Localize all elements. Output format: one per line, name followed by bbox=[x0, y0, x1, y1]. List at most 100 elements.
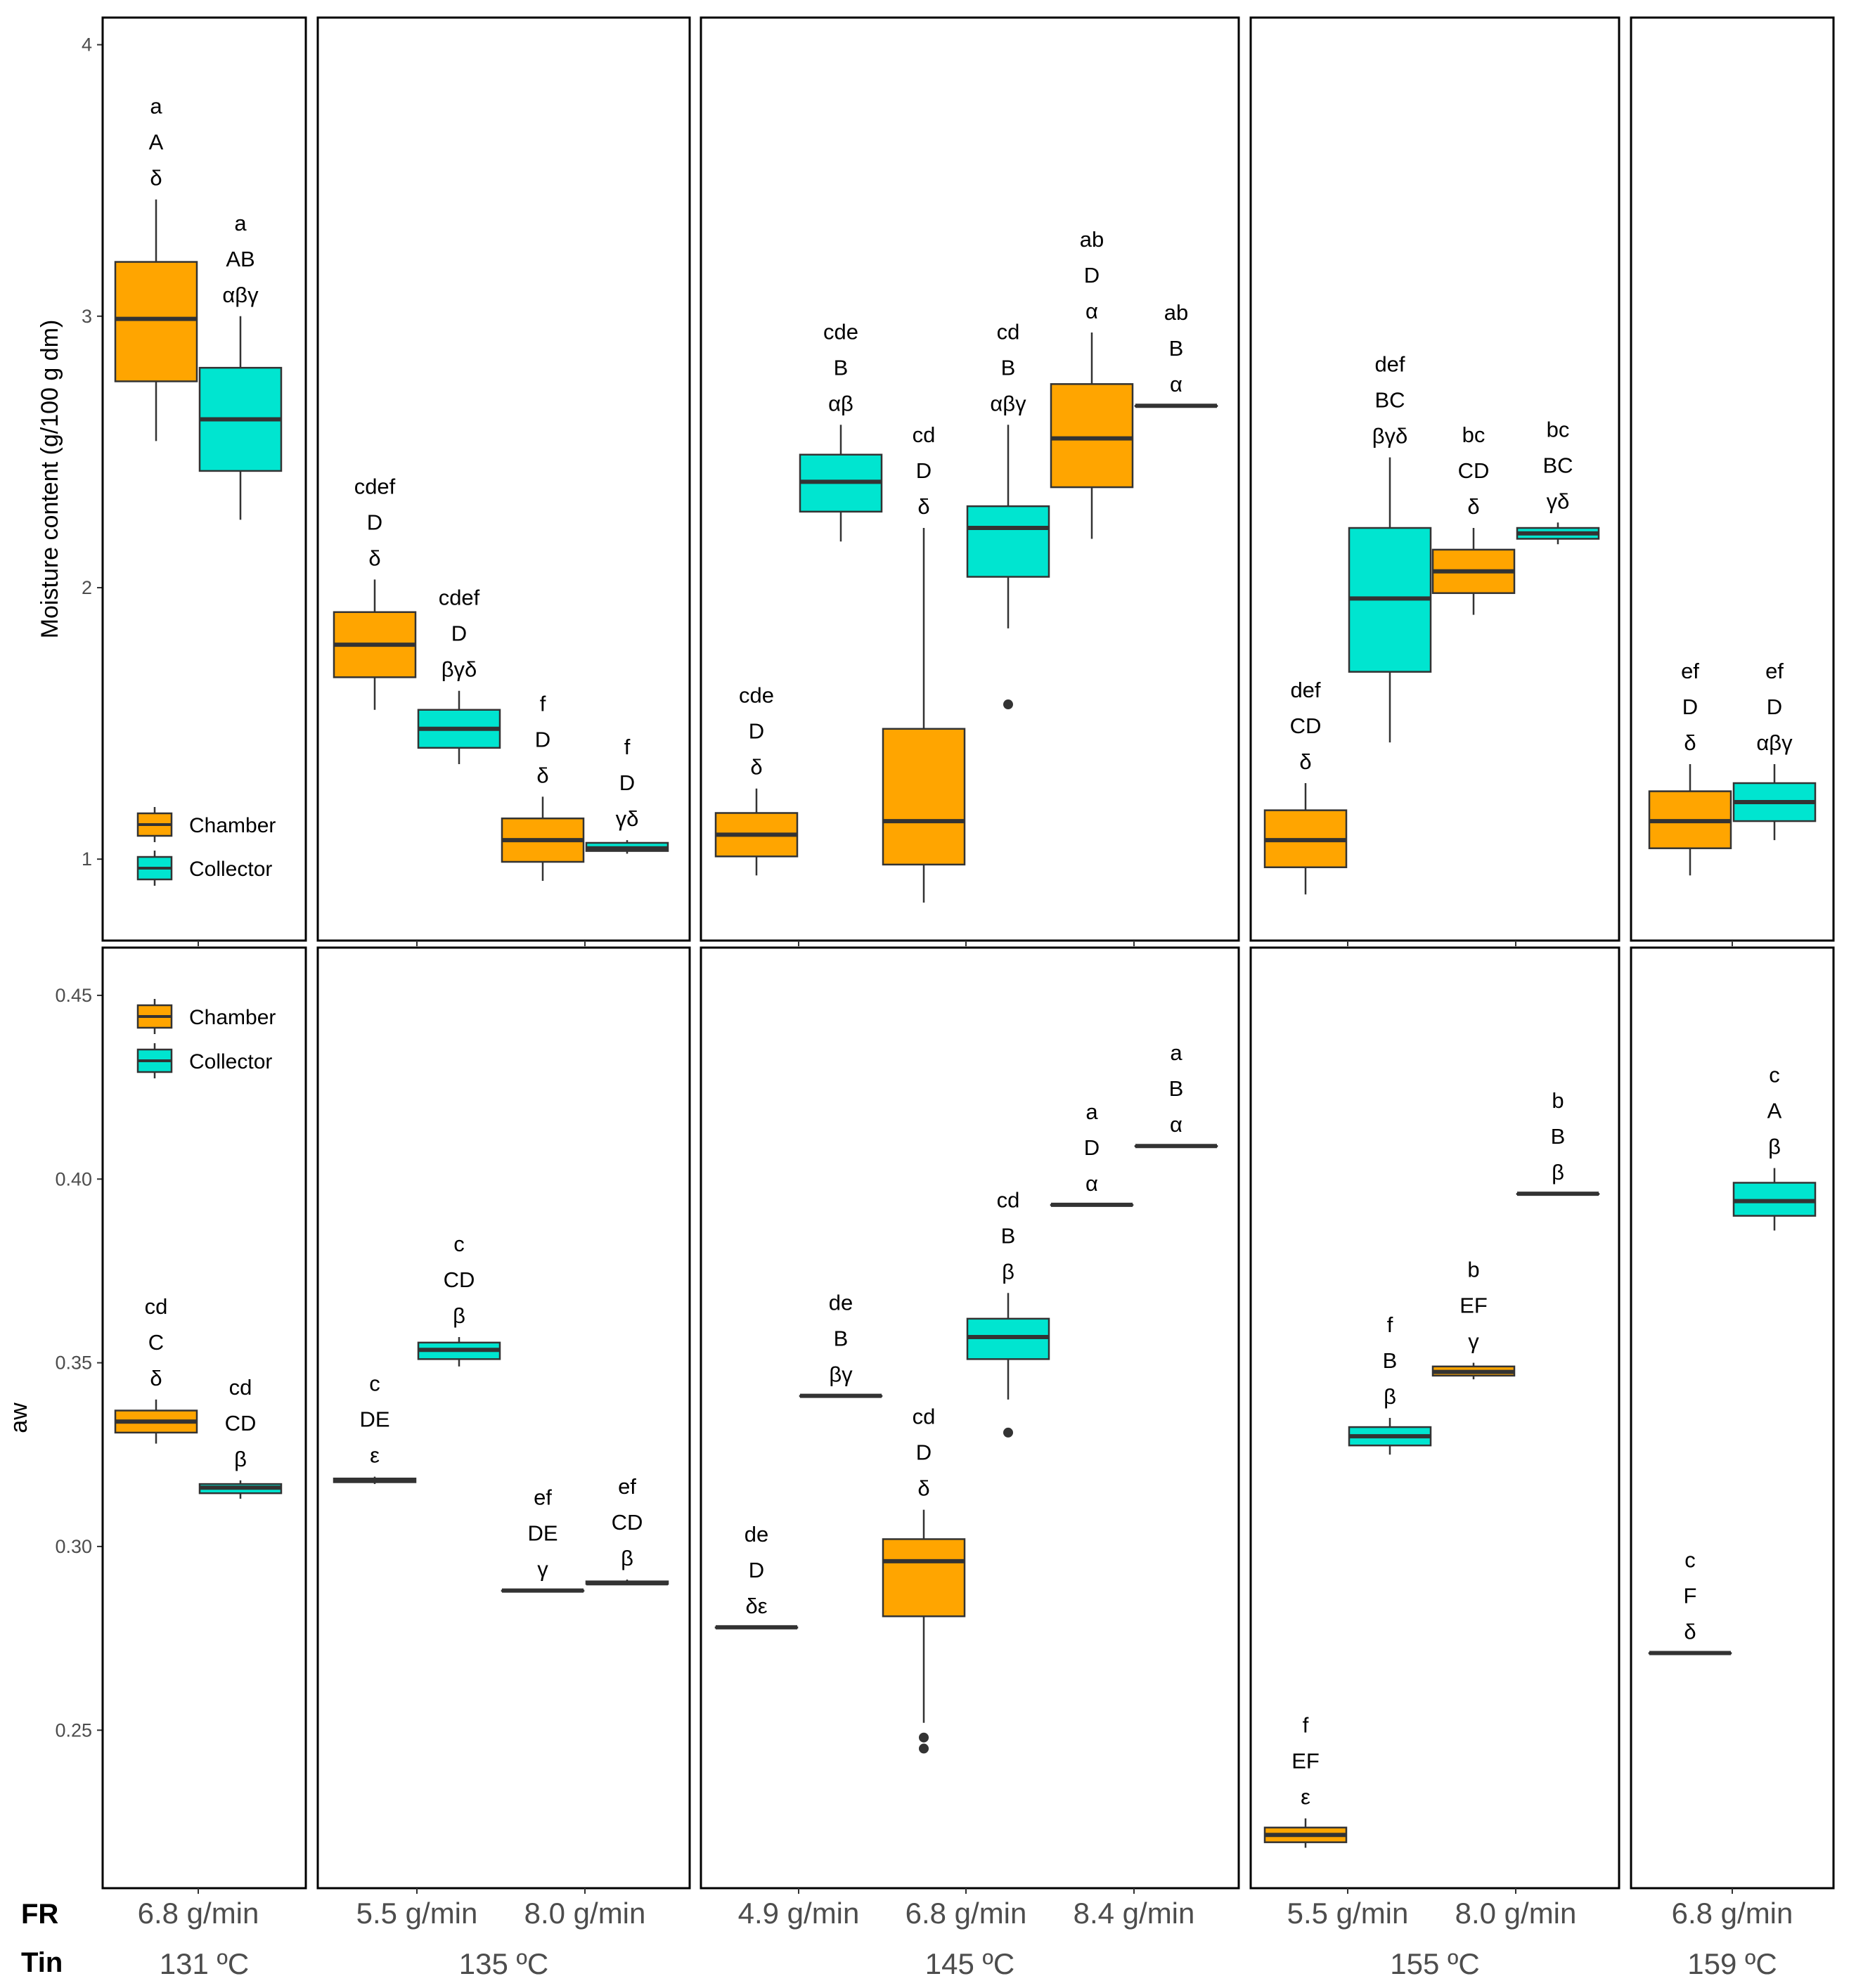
significance-letter: BC bbox=[1374, 388, 1405, 413]
significance-letter: A bbox=[1767, 1099, 1782, 1123]
significance-letter: ef bbox=[618, 1474, 636, 1499]
significance-letter: β bbox=[1384, 1384, 1396, 1409]
outlier-point bbox=[919, 1732, 929, 1743]
significance-letter: de bbox=[829, 1291, 853, 1315]
significance-letter: a bbox=[234, 211, 247, 235]
legend-label: Chamber bbox=[189, 814, 276, 837]
legend-label: Collector bbox=[189, 1050, 272, 1073]
significance-letter: δ bbox=[368, 546, 380, 570]
significance-letter: cd bbox=[913, 422, 936, 447]
significance-letter: α bbox=[1085, 1171, 1098, 1196]
significance-letter: BC bbox=[1542, 453, 1573, 477]
x-tick-label-fr: 6.8 g/min bbox=[1672, 1897, 1793, 1930]
significance-letter: DE bbox=[527, 1521, 558, 1546]
x-tick-label-fr: 8.0 g/min bbox=[1455, 1897, 1577, 1930]
significance-letter: de bbox=[745, 1522, 768, 1547]
x-tick-label-fr: 8.4 g/min bbox=[1074, 1897, 1195, 1930]
significance-letter: D bbox=[916, 458, 932, 483]
significance-letter: F bbox=[1684, 1584, 1697, 1608]
legend-entry-collector: Collector bbox=[136, 851, 272, 886]
significance-letter: ε bbox=[1301, 1785, 1310, 1809]
box-body bbox=[966, 505, 1050, 578]
significance-letter: D bbox=[535, 727, 550, 751]
box-chamber: cde Dδ bbox=[714, 683, 799, 876]
facet-panel bbox=[700, 16, 1240, 942]
significance-letter: βγ bbox=[829, 1362, 853, 1387]
significance-letter: B bbox=[1001, 355, 1016, 380]
x-tick-label-fr: 6.8 g/min bbox=[906, 1897, 1027, 1930]
significance-letter: β bbox=[234, 1447, 247, 1471]
y-axis-title: Moisture content (g/100 g dm) bbox=[37, 320, 63, 639]
significance-letter: def bbox=[1290, 678, 1320, 702]
outlier-point bbox=[1003, 699, 1013, 710]
significance-letter: ef bbox=[1765, 659, 1784, 683]
significance-letter: B bbox=[1169, 1076, 1184, 1101]
x-group-label-tin: 145 ºC bbox=[925, 1947, 1014, 1980]
significance-letter: βγδ bbox=[442, 657, 477, 682]
significance-letter: γδ bbox=[616, 806, 639, 831]
box-collector: fBβ bbox=[1348, 1312, 1432, 1455]
significance-letter: D bbox=[749, 1558, 764, 1582]
significance-letter: B bbox=[834, 1327, 849, 1351]
facet-panel bbox=[700, 946, 1240, 1890]
significance-letter: EF bbox=[1459, 1293, 1488, 1318]
y-tick-label: 3 bbox=[82, 306, 92, 327]
significance-letter: δ bbox=[917, 494, 929, 519]
box-chamber: cd Dδ bbox=[882, 1405, 966, 1754]
box-chamber: de Dδε bbox=[714, 1522, 799, 1629]
significance-letter: δε bbox=[745, 1594, 767, 1618]
outlier-point bbox=[919, 1743, 929, 1754]
significance-letter: ab bbox=[1080, 227, 1104, 252]
significance-letter: δ bbox=[1299, 749, 1311, 774]
facet-panel bbox=[1630, 946, 1835, 1890]
significance-letter: cd bbox=[997, 319, 1020, 344]
facet-panel bbox=[316, 16, 691, 942]
x-tick-label-fr: 5.5 g/min bbox=[356, 1897, 478, 1930]
box-collector: cAβ bbox=[1732, 1063, 1817, 1231]
box-collector: def BC βγδ bbox=[1348, 352, 1432, 743]
significance-letter: ef bbox=[534, 1485, 552, 1510]
legend-entry-chamber: Chamber bbox=[136, 999, 276, 1034]
significance-letter: β bbox=[1002, 1259, 1014, 1284]
box-collector: bc BC γδ bbox=[1516, 417, 1600, 545]
significance-letter: β bbox=[1552, 1160, 1564, 1185]
significance-letter: B bbox=[1383, 1348, 1398, 1373]
x-group-label-tin: 159 ºC bbox=[1687, 1947, 1777, 1980]
legend-label: Chamber bbox=[189, 1006, 276, 1029]
y-tick-label: 4 bbox=[82, 34, 92, 56]
significance-letter: b bbox=[1467, 1258, 1479, 1282]
tin-row-title: Tin bbox=[21, 1947, 63, 1978]
significance-letter: A bbox=[149, 130, 164, 155]
significance-letter: CD bbox=[612, 1510, 643, 1535]
box-chamber: c DE ε bbox=[333, 1371, 417, 1485]
significance-letter: a bbox=[1085, 1099, 1098, 1124]
box-collector: c CD β bbox=[417, 1232, 501, 1367]
significance-letter: β bbox=[453, 1303, 465, 1328]
significance-letter: ab bbox=[1164, 300, 1188, 325]
box-chamber: cdef Dδ bbox=[333, 474, 417, 710]
significance-letter: cd bbox=[913, 1405, 936, 1429]
facet-panel bbox=[1249, 16, 1620, 942]
significance-letter: δ bbox=[536, 763, 548, 787]
box-chamber: b EF γ bbox=[1431, 1258, 1516, 1380]
outlier-point bbox=[1003, 1427, 1013, 1438]
significance-letter: def bbox=[1374, 352, 1405, 377]
box-collector: cde Bαβ bbox=[799, 319, 883, 542]
x-tick-label-fr: 4.9 g/min bbox=[738, 1897, 860, 1930]
box-chamber: f EF ε bbox=[1263, 1713, 1348, 1848]
significance-letter: bc bbox=[1462, 422, 1486, 447]
box-body bbox=[882, 1538, 966, 1618]
box-collector: bBβ bbox=[1516, 1088, 1600, 1196]
significance-letter: a bbox=[1170, 1040, 1182, 1065]
legend-entry-collector: Collector bbox=[136, 1043, 272, 1078]
box-chamber: cFδ bbox=[1648, 1548, 1732, 1655]
significance-letter: cdef bbox=[354, 474, 396, 498]
box-chamber: cd Cδ bbox=[114, 1294, 198, 1444]
significance-letter: α bbox=[1170, 1112, 1182, 1137]
significance-letter: cd bbox=[997, 1187, 1020, 1212]
box-collector: a AB αβγ bbox=[198, 211, 283, 520]
